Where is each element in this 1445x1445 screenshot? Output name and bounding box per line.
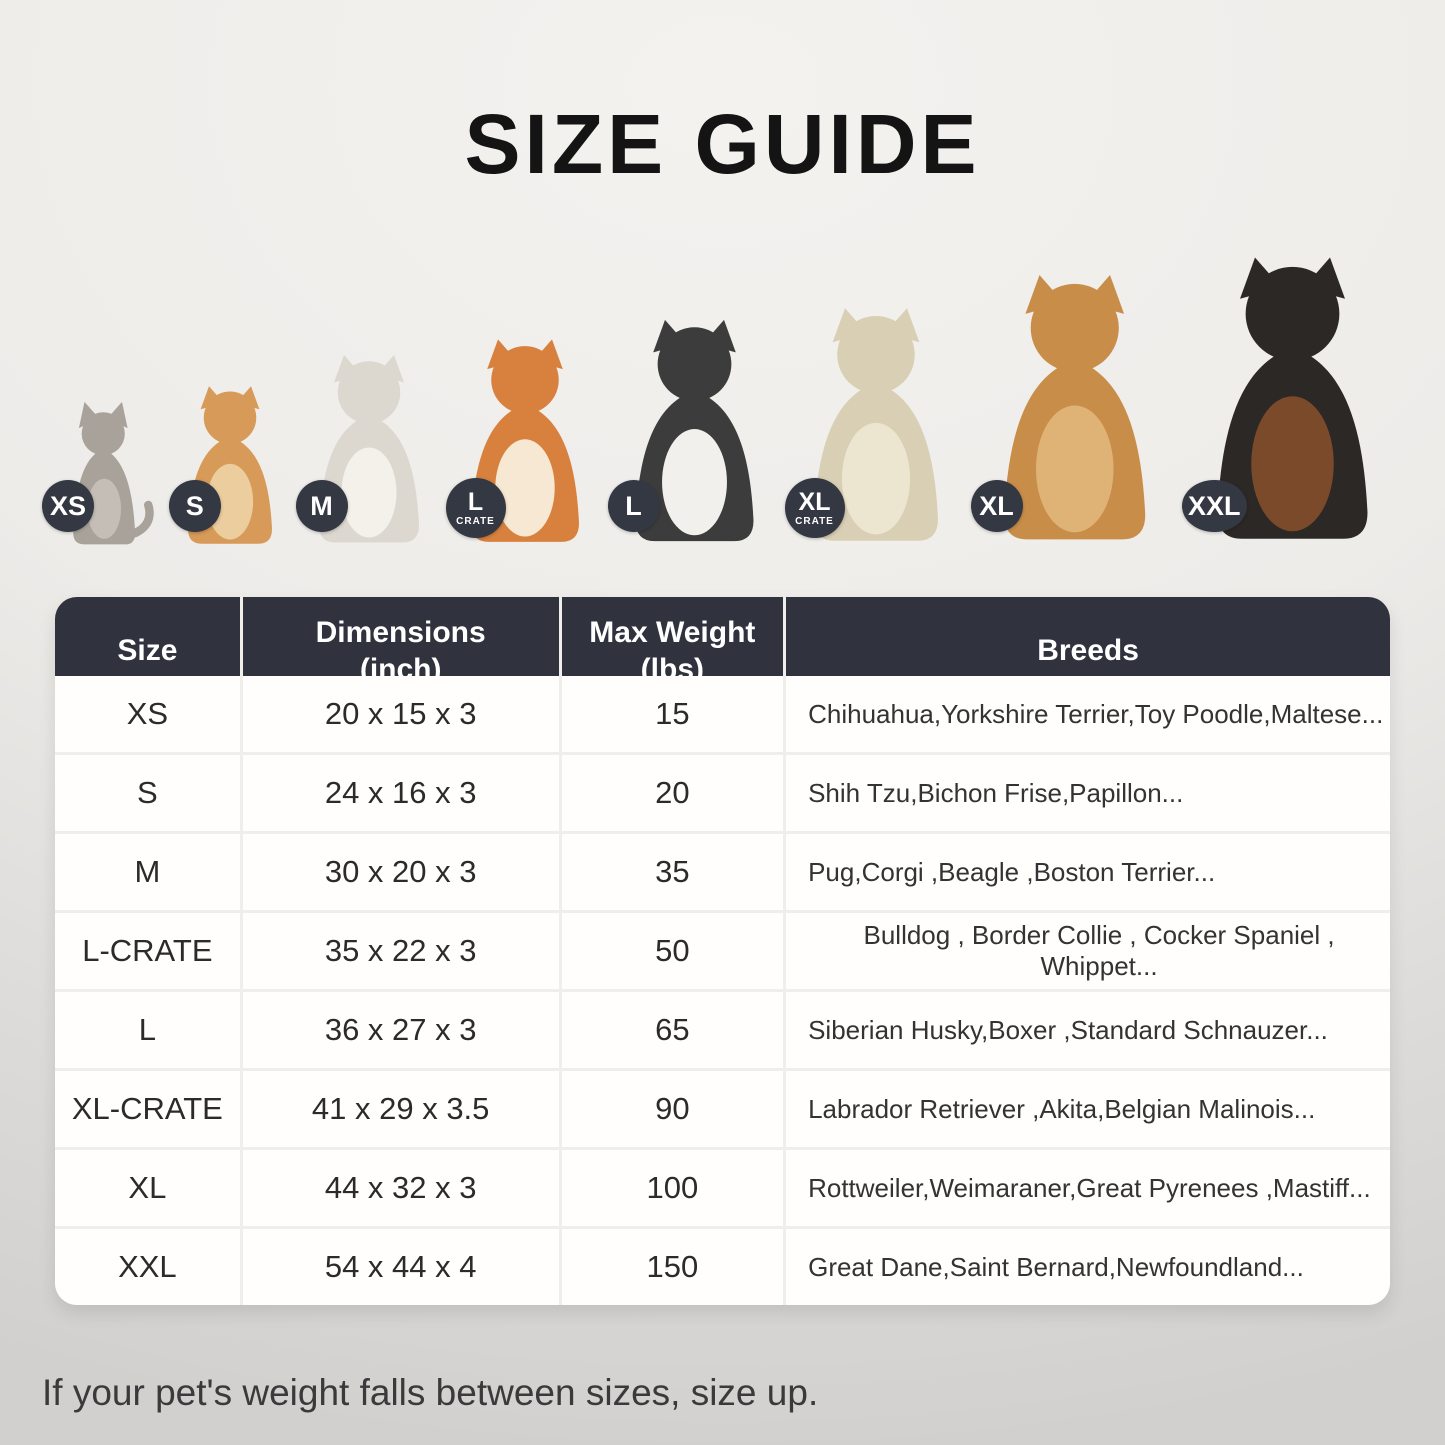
cell-max-weight: 20 [561, 755, 784, 831]
badge-label: XL [979, 490, 1014, 521]
cell-max-weight: 150 [561, 1229, 784, 1305]
cell-size: M [55, 834, 240, 910]
cell-max-weight: 100 [561, 1150, 784, 1226]
badge-label: S [185, 490, 204, 521]
cell-breeds: Chihuahua,Yorkshire Terrier,Toy Poodle,M… [786, 676, 1390, 752]
cell-size: S [55, 755, 240, 831]
animal-slot-xxl: XXL [1180, 240, 1405, 550]
cell-dimensions: 41 x 29 x 3.5 [242, 1071, 559, 1147]
badge-label: M [310, 490, 333, 521]
cell-size: XL [55, 1150, 240, 1226]
cell-breeds: Bulldog , Border Collie , Cocker Spaniel… [786, 913, 1390, 989]
badge-label: XL [798, 487, 831, 516]
cell-dimensions: 36 x 27 x 3 [242, 992, 559, 1068]
cell-breeds: Shih Tzu,Bichon Frise,Papillon... [786, 755, 1390, 831]
sizing-note: If your pet's weight falls between sizes… [42, 1372, 819, 1413]
badge-label: XXL [1188, 490, 1241, 521]
size-badge-s: S [168, 480, 221, 532]
size-badge-xxl: XXL [1182, 480, 1247, 532]
cell-breeds: Labrador Retriever ,Akita,Belgian Malino… [786, 1071, 1390, 1147]
cell-size: L [55, 992, 240, 1068]
cell-breeds: Great Dane,Saint Bernard,Newfoundland... [786, 1229, 1390, 1305]
size-badge-xs: XS [42, 480, 94, 532]
cell-size: XL-CRATE [55, 1071, 240, 1147]
animal-slot-xl-crate: XL CRATE [783, 240, 969, 550]
size-badge-l-crate: L CRATE [445, 478, 506, 538]
page-title: SIZE GUIDE [464, 97, 981, 191]
size-badge-m: M [295, 480, 348, 532]
cell-dimensions: 24 x 16 x 3 [242, 755, 559, 831]
badge-label: L [625, 490, 642, 521]
size-badge-l: L [607, 480, 660, 532]
cell-max-weight: 35 [561, 834, 784, 910]
header-line: Dimensions [315, 615, 486, 649]
animal-slot-l-crate: L CRATE [444, 240, 606, 550]
cell-max-weight: 65 [561, 992, 784, 1068]
size-badge-xl: XL [970, 480, 1023, 532]
size-table: Size Dimensions (inch) Max Weight (lbs) … [55, 597, 1390, 1305]
cell-dimensions: 30 x 20 x 3 [242, 834, 559, 910]
animal-slot-xs: XS [40, 240, 167, 550]
pet-size-lineup: XS S M L CRATE [40, 240, 1405, 550]
badge-label: XS [49, 490, 87, 521]
cell-size: XS [55, 676, 240, 752]
cell-dimensions: 20 x 15 x 3 [242, 676, 559, 752]
header-line: Max Weight [589, 615, 756, 649]
cell-breeds: Siberian Husky,Boxer ,Standard Schnauzer… [786, 992, 1390, 1068]
badge-label: L [467, 487, 484, 516]
animal-slot-xl: XL [969, 240, 1181, 550]
cell-size: L-CRATE [55, 913, 240, 989]
animal-slot-m: M [294, 240, 444, 550]
cell-dimensions: 35 x 22 x 3 [242, 913, 559, 989]
cell-max-weight: 50 [561, 913, 784, 989]
cell-breeds: Rottweiler,Weimaraner,Great Pyrenees ,Ma… [786, 1150, 1390, 1226]
badge-sublabel: CRATE [795, 515, 834, 527]
size-badge-xl-crate: XL CRATE [784, 478, 845, 538]
cell-dimensions: 44 x 32 x 3 [242, 1150, 559, 1226]
badge-sublabel: CRATE [456, 515, 495, 527]
cell-breeds: Pug,Corgi ,Beagle ,Boston Terrier... [786, 834, 1390, 910]
animal-slot-l: L [606, 240, 783, 550]
animal-slot-s: S [167, 240, 294, 550]
cell-size: XXL [55, 1229, 240, 1305]
cell-max-weight: 90 [561, 1071, 784, 1147]
cell-max-weight: 15 [561, 676, 784, 752]
cell-dimensions: 54 x 44 x 4 [242, 1229, 559, 1305]
